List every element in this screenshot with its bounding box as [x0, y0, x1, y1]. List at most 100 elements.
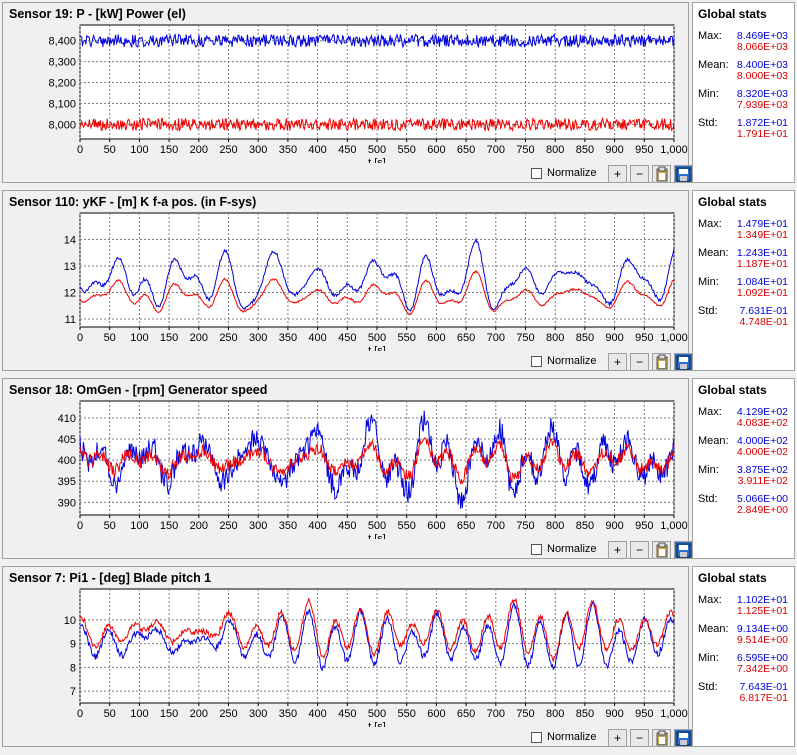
y-tick-label: 410: [58, 413, 76, 425]
stat-label: Mean:: [698, 247, 729, 259]
x-tick-label: 250: [219, 708, 237, 720]
stat-value-series2: 1.125E+01: [736, 605, 788, 617]
x-tick-label: 900: [605, 332, 623, 344]
clipboard-icon: [656, 354, 668, 370]
sensor-panel-110: Sensor 110: yKF - [m] K f-a pos. (in F-s…: [0, 188, 797, 373]
stats-title: Global stats: [698, 571, 767, 585]
time-series-chart[interactable]: 0 50 100 150 200 250 300 350 400 450 500 550 600 650 7…: [3, 191, 688, 351]
stat-value-series2: 1.349E+01: [736, 229, 788, 241]
plot-area: Sensor 7: Pi1 - [deg] Blade pitch 1 0 50 1…: [2, 566, 693, 747]
time-series-chart[interactable]: 0 50 100 150 200 250 300 350 400 450 500 550 600 650 7…: [3, 567, 688, 727]
normalize-label: Normalize: [547, 543, 597, 555]
x-tick-label: 800: [546, 520, 564, 532]
x-tick-label: 400: [308, 520, 326, 532]
copy-button[interactable]: [652, 353, 671, 371]
x-tick-label: 550: [398, 144, 416, 156]
x-tick-label: 950: [635, 144, 653, 156]
zoom-out-button[interactable]: −: [630, 729, 649, 747]
zoom-in-button[interactable]: +: [608, 729, 627, 747]
save-button[interactable]: [674, 729, 693, 747]
zoom-out-button[interactable]: −: [630, 541, 649, 559]
stat-value-series1: 8.320E+03: [736, 88, 788, 100]
stat-value-series1: 1.872E+01: [736, 117, 788, 129]
plot-area: Sensor 18: OmGen - [rpm] Generator speed…: [2, 378, 693, 559]
save-button[interactable]: [674, 165, 693, 183]
stat-label: Max:: [698, 218, 722, 230]
y-tick-label: 14: [64, 235, 76, 247]
time-series-chart[interactable]: 0 50 100 150 200 250 300 350 400 450 500 550 600 650 7…: [3, 379, 688, 539]
global-stats-box: Global stats Max: 1.479E+01 1.349E+01 Me…: [692, 190, 795, 371]
x-tick-label: 550: [398, 708, 416, 720]
normalize-checkbox[interactable]: [531, 732, 542, 743]
normalize-option[interactable]: Normalize: [531, 165, 601, 183]
stat-value-series1: 4.000E+02: [736, 435, 788, 447]
normalize-checkbox[interactable]: [531, 544, 542, 555]
minus-icon: −: [635, 543, 643, 557]
save-disk-icon: [676, 167, 691, 182]
x-tick-label: 200: [190, 708, 208, 720]
stat-value-series1: 7.631E-01: [739, 305, 788, 317]
x-tick-label: 0: [77, 144, 83, 156]
normalize-checkbox[interactable]: [531, 356, 542, 367]
stat-value-series2: 8.000E+03: [736, 70, 788, 82]
x-axis-label: t [s]: [368, 157, 386, 163]
x-tick-label: 900: [605, 520, 623, 532]
y-tick-label: 8,100: [48, 98, 76, 110]
x-tick-label: 1,000: [660, 144, 688, 156]
stat-value-series1: 8.469E+03: [736, 30, 788, 42]
sensor-panel-19: Sensor 19: P - [kW] Power (el) 0 50 100 150…: [0, 0, 797, 185]
plus-icon: +: [613, 731, 621, 745]
x-tick-label: 500: [368, 708, 386, 720]
x-tick-label: 100: [130, 332, 148, 344]
x-tick-label: 0: [77, 332, 83, 344]
stat-value-series1: 1.084E+01: [736, 276, 788, 288]
x-tick-label: 750: [516, 708, 534, 720]
plot-title: Sensor 19: P - [kW] Power (el): [9, 7, 186, 21]
stat-value-series2: 8.066E+03: [736, 41, 788, 53]
zoom-in-button[interactable]: +: [608, 353, 627, 371]
x-tick-label: 200: [190, 332, 208, 344]
stat-value-series1: 7.643E-01: [739, 681, 788, 693]
zoom-out-button[interactable]: −: [630, 353, 649, 371]
normalize-option[interactable]: Normalize: [531, 541, 601, 559]
y-tick-label: 405: [58, 434, 76, 446]
stat-value-series2: 4.083E+02: [736, 417, 788, 429]
time-series-chart[interactable]: 0 50 100 150 200 250 300 350 400 450 500 550 600 650 7…: [3, 3, 688, 163]
zoom-out-button[interactable]: −: [630, 165, 649, 183]
copy-button[interactable]: [652, 165, 671, 183]
normalize-option[interactable]: Normalize: [531, 729, 601, 747]
x-tick-label: 50: [104, 144, 116, 156]
x-tick-label: 350: [279, 144, 297, 156]
x-tick-label: 50: [104, 520, 116, 532]
normalize-label: Normalize: [547, 167, 597, 179]
stat-label: Mean:: [698, 623, 729, 635]
x-tick-label: 450: [338, 520, 356, 532]
x-tick-label: 850: [576, 332, 594, 344]
x-tick-label: 350: [279, 708, 297, 720]
global-stats-box: Global stats Max: 8.469E+03 8.066E+03 Me…: [692, 2, 795, 183]
normalize-option[interactable]: Normalize: [531, 353, 601, 371]
series-1-line: [79, 33, 675, 49]
stat-value-series1: 6.595E+00: [736, 652, 788, 664]
copy-button[interactable]: [652, 729, 671, 747]
zoom-in-button[interactable]: +: [608, 541, 627, 559]
copy-button[interactable]: [652, 541, 671, 559]
x-tick-label: 550: [398, 332, 416, 344]
save-button[interactable]: [674, 541, 693, 559]
stat-value-series1: 1.102E+01: [736, 594, 788, 606]
x-tick-label: 100: [130, 708, 148, 720]
stats-title: Global stats: [698, 7, 767, 21]
x-tick-label: 750: [516, 520, 534, 532]
normalize-checkbox[interactable]: [531, 168, 542, 179]
stat-value-series2: 1.187E+01: [736, 258, 788, 270]
x-tick-label: 850: [576, 520, 594, 532]
zoom-in-button[interactable]: +: [608, 165, 627, 183]
series-2-line: [79, 437, 675, 485]
clipboard-icon: [656, 166, 668, 182]
sensor-panel-7: Sensor 7: Pi1 - [deg] Blade pitch 1 0 50 1…: [0, 564, 797, 749]
save-button[interactable]: [674, 353, 693, 371]
x-tick-label: 700: [487, 520, 505, 532]
stat-value-series1: 3.875E+02: [736, 464, 788, 476]
series-2-line: [79, 597, 675, 662]
stat-label: Std:: [698, 305, 718, 317]
